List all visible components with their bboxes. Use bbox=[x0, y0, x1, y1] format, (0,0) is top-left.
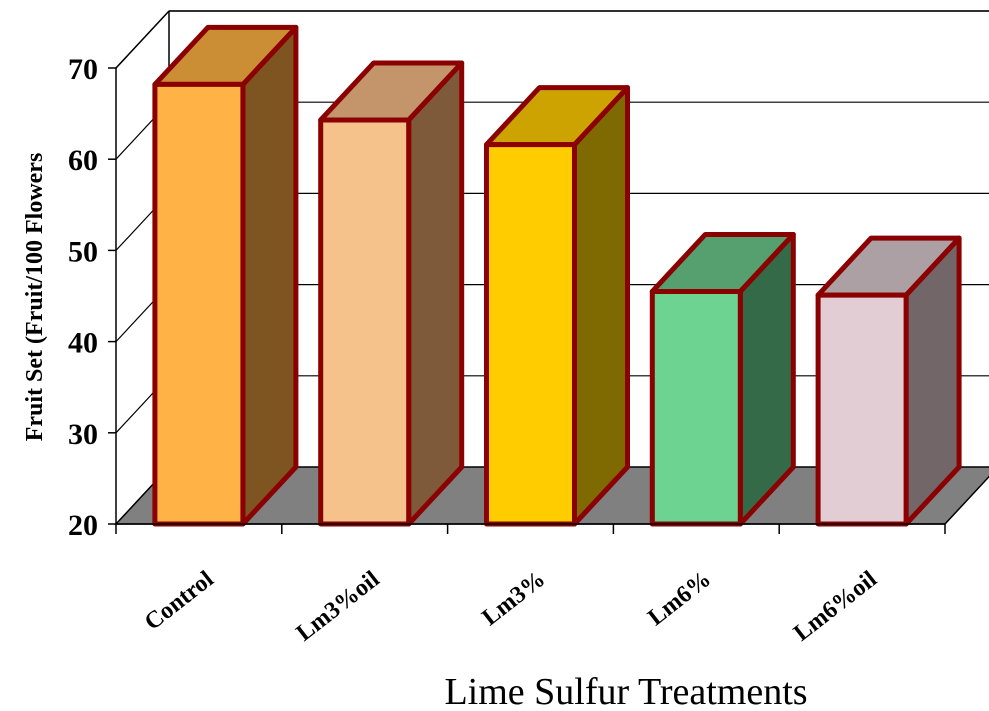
x-tick-label: Lm6%oil bbox=[789, 566, 882, 647]
bar-side bbox=[240, 24, 299, 527]
y-tick-labels: 20 30 40 50 60 70 bbox=[68, 53, 98, 542]
bar bbox=[649, 231, 796, 527]
gridline-side bbox=[115, 10, 170, 69]
y-tick-label: 20 bbox=[68, 509, 98, 542]
y-tick-label: 70 bbox=[68, 53, 98, 86]
bar-front bbox=[649, 288, 743, 527]
bar-front bbox=[815, 292, 909, 527]
y-axis-title: Fruit Set (Fruit/100 Flowers bbox=[22, 153, 48, 442]
bar-front bbox=[318, 117, 412, 527]
bar bbox=[318, 60, 465, 527]
x-tick-label: Lm3% bbox=[477, 566, 550, 631]
y-tick-label: 50 bbox=[68, 235, 98, 268]
y-tick-label: 60 bbox=[68, 144, 98, 177]
axes bbox=[108, 67, 946, 534]
x-tick-label: Lm6% bbox=[643, 566, 716, 631]
y-tick-label: 30 bbox=[68, 418, 98, 451]
y-tick-label: 40 bbox=[68, 327, 98, 360]
bar bbox=[484, 85, 630, 527]
bar-front bbox=[484, 142, 577, 527]
x-tick-label: Lm3%oil bbox=[292, 566, 385, 647]
bars bbox=[152, 24, 962, 527]
bar-front bbox=[152, 81, 246, 527]
x-axis-title: Lime Sulfur Treatments bbox=[444, 671, 807, 711]
bar bbox=[815, 235, 962, 527]
bar-side bbox=[406, 60, 465, 527]
bar-side bbox=[572, 85, 630, 527]
bar bbox=[152, 24, 299, 527]
x-tick-labels: Control Lm3%oil Lm3% Lm6% Lm6%oil bbox=[140, 566, 882, 647]
x-tick-label: Control bbox=[140, 566, 219, 636]
